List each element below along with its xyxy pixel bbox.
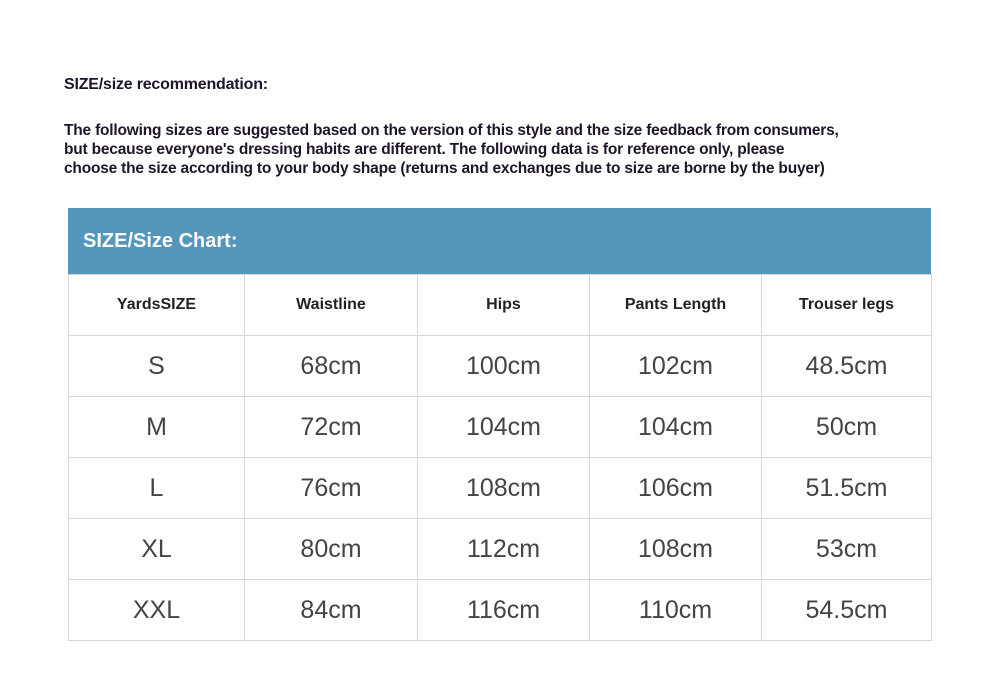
recommendation-title: SIZE/size recommendation:	[64, 76, 268, 93]
size-chart-title: SIZE/Size Chart:	[68, 208, 931, 274]
table-cell: M	[68, 396, 245, 458]
table-cell: 104cm	[589, 396, 762, 458]
table-cell: 51.5cm	[761, 457, 932, 519]
table-cell: 102cm	[589, 335, 762, 397]
column-header: YardsSIZE	[68, 274, 245, 336]
size-table: YardsSIZE Waistline Hips Pants Length Trouse…	[68, 274, 932, 641]
table-cell: 84cm	[244, 579, 418, 641]
table-cell: 108cm	[589, 518, 762, 580]
table-cell: 48.5cm	[761, 335, 932, 397]
table-row: S 68cm 100cm 102cm 48.5cm	[68, 335, 932, 397]
column-header: Hips	[417, 274, 590, 336]
table-row: L 76cm 108cm 106cm 51.5cm	[68, 457, 932, 519]
table-cell: S	[68, 335, 245, 397]
recommendation-line: The following sizes are suggested based …	[64, 122, 839, 139]
column-header: Waistline	[244, 274, 418, 336]
table-cell: 72cm	[244, 396, 418, 458]
table-cell: XXL	[68, 579, 245, 641]
table-cell: 104cm	[417, 396, 590, 458]
table-cell: 68cm	[244, 335, 418, 397]
table-cell: 80cm	[244, 518, 418, 580]
table-cell: 106cm	[589, 457, 762, 519]
table-cell: XL	[68, 518, 245, 580]
table-row: M 72cm 104cm 104cm 50cm	[68, 396, 932, 458]
table-cell: 76cm	[244, 457, 418, 519]
column-header: Trouser legs	[761, 274, 932, 336]
table-cell: 110cm	[589, 579, 762, 641]
table-cell: 50cm	[761, 396, 932, 458]
table-cell: 112cm	[417, 518, 590, 580]
table-cell: 53cm	[761, 518, 932, 580]
recommendation-line: choose the size according to your body s…	[64, 160, 825, 177]
table-cell: L	[68, 457, 245, 519]
table-row: XXL 84cm 116cm 110cm 54.5cm	[68, 579, 932, 641]
recommendation-text: The following sizes are suggested based …	[64, 121, 964, 178]
table-cell: 100cm	[417, 335, 590, 397]
table-cell: 108cm	[417, 457, 590, 519]
table-cell: 54.5cm	[761, 579, 932, 641]
column-header: Pants Length	[589, 274, 762, 336]
recommendation-line: but because everyone's dressing habits a…	[64, 141, 785, 158]
table-header-row: YardsSIZE Waistline Hips Pants Length Trouse…	[68, 274, 932, 336]
table-row: XL 80cm 112cm 108cm 53cm	[68, 518, 932, 580]
table-cell: 116cm	[417, 579, 590, 641]
size-chart: SIZE/Size Chart: YardsSIZE Waistline Hips P…	[68, 208, 932, 641]
